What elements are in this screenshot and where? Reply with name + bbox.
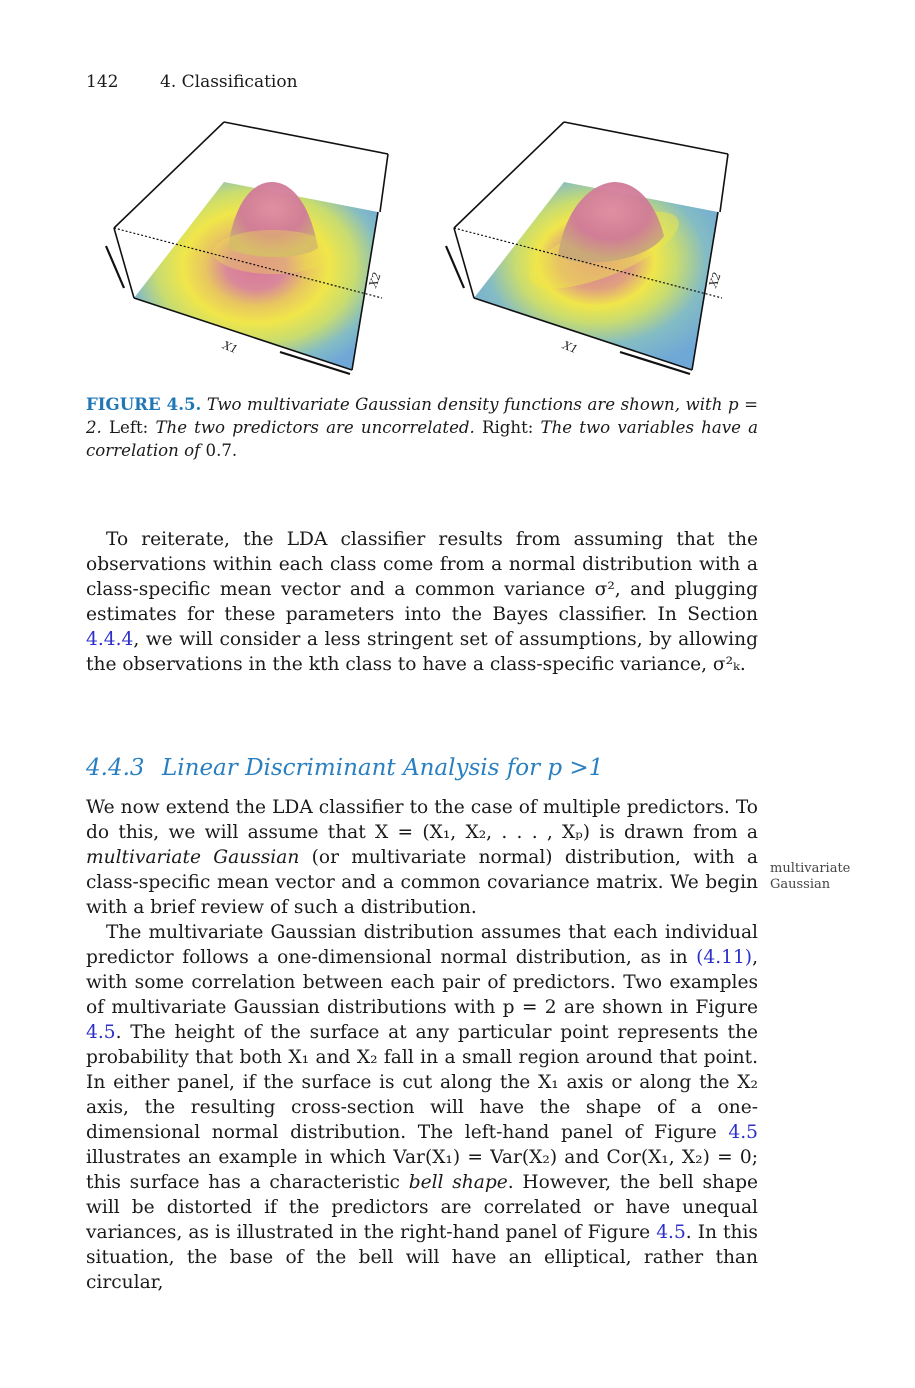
section-number: 4.4.3 [86,755,145,781]
para3-text-2: , with some correlation between each pai… [86,947,758,1018]
para3-text-3: . The height of the surface at any parti… [86,1022,758,1143]
para3-emphasis: bell shape [408,1172,508,1193]
surface-peak [558,182,664,263]
equation-link-4-11[interactable]: (4.11) [696,947,753,968]
para2-text-2: (or multivariate normal) distribution, w… [86,847,759,918]
margin-note-line2: Gaussian [770,877,831,892]
margin-note-line1: multivariate [770,861,851,876]
para3-text-5: . However, the bell shape will be distor… [86,1172,758,1243]
x2-axis-label: X2 [366,271,384,290]
surface-base [134,182,378,370]
caption-text-b: p = 2. [86,395,758,437]
figure-link-4-5[interactable]: 4.5 [656,1222,686,1243]
caption-value: 0.7. [205,441,238,460]
para3-text-1: The multivariate Gaussian distribution a… [86,922,758,968]
figure-4-5: X1 X2 [88,112,768,382]
running-header: 142 4. Classification [86,72,298,92]
paragraph-reiterate: To reiterate, the LDA classifier results… [86,527,758,677]
figure-link-4-5[interactable]: 4.5 [86,1022,116,1043]
x1-axis-label: X1 [220,338,240,356]
section-link-4-4-4[interactable]: 4.4.4 [86,629,134,650]
margin-note: multivariate Gaussian [770,861,850,893]
x2-axis-label: X2 [706,271,724,290]
caption-right-word: Right: [482,418,534,437]
page-number: 142 [86,72,119,92]
section-title-text: Linear Discriminant Analysis for p >1 [162,755,604,781]
x1-axis-label: X1 [560,338,580,356]
caption-text-c: The two predictors are uncorrelated. [155,418,475,437]
caption-text-a: Two multivariate Gaussian density functi… [206,395,723,414]
paragraph-gaussian: The multivariate Gaussian distribution a… [86,920,758,1295]
para1-text-1: To reiterate, the LDA classifier results… [86,529,758,625]
figure-link-4-5[interactable]: 4.5 [728,1122,758,1143]
section-heading: 4.4.3 Linear Discriminant Analysis for p … [86,755,603,781]
caption-text-d: The two variables have a correlation of [86,418,758,460]
para1-text-2: , we will consider a less stringent set … [86,629,758,675]
figure-caption: FIGURE 4.5. Two multivariate Gaussian de… [86,393,758,462]
paragraph-multivariate: We now extend the LDA classifier to the … [86,795,758,920]
right-density-plot: X1 X2 [444,121,729,376]
body-text: We now extend the LDA classifier to the … [86,795,758,1295]
caption-left-word: Left: [109,418,149,437]
left-density-plot: X1 X2 [104,121,389,376]
surface-peak [228,182,318,257]
para3-text-6: . In this situation, the base of the bel… [86,1222,758,1293]
para3-text-4: illustrates an example in which Var(X₁) … [86,1147,758,1193]
para2-text-1: We now extend the LDA classifier to the … [86,797,758,843]
chapter-title: 4. Classification [160,72,298,92]
para2-emphasis: multivariate Gaussian [86,847,300,868]
figure-label: FIGURE 4.5. [86,394,202,414]
